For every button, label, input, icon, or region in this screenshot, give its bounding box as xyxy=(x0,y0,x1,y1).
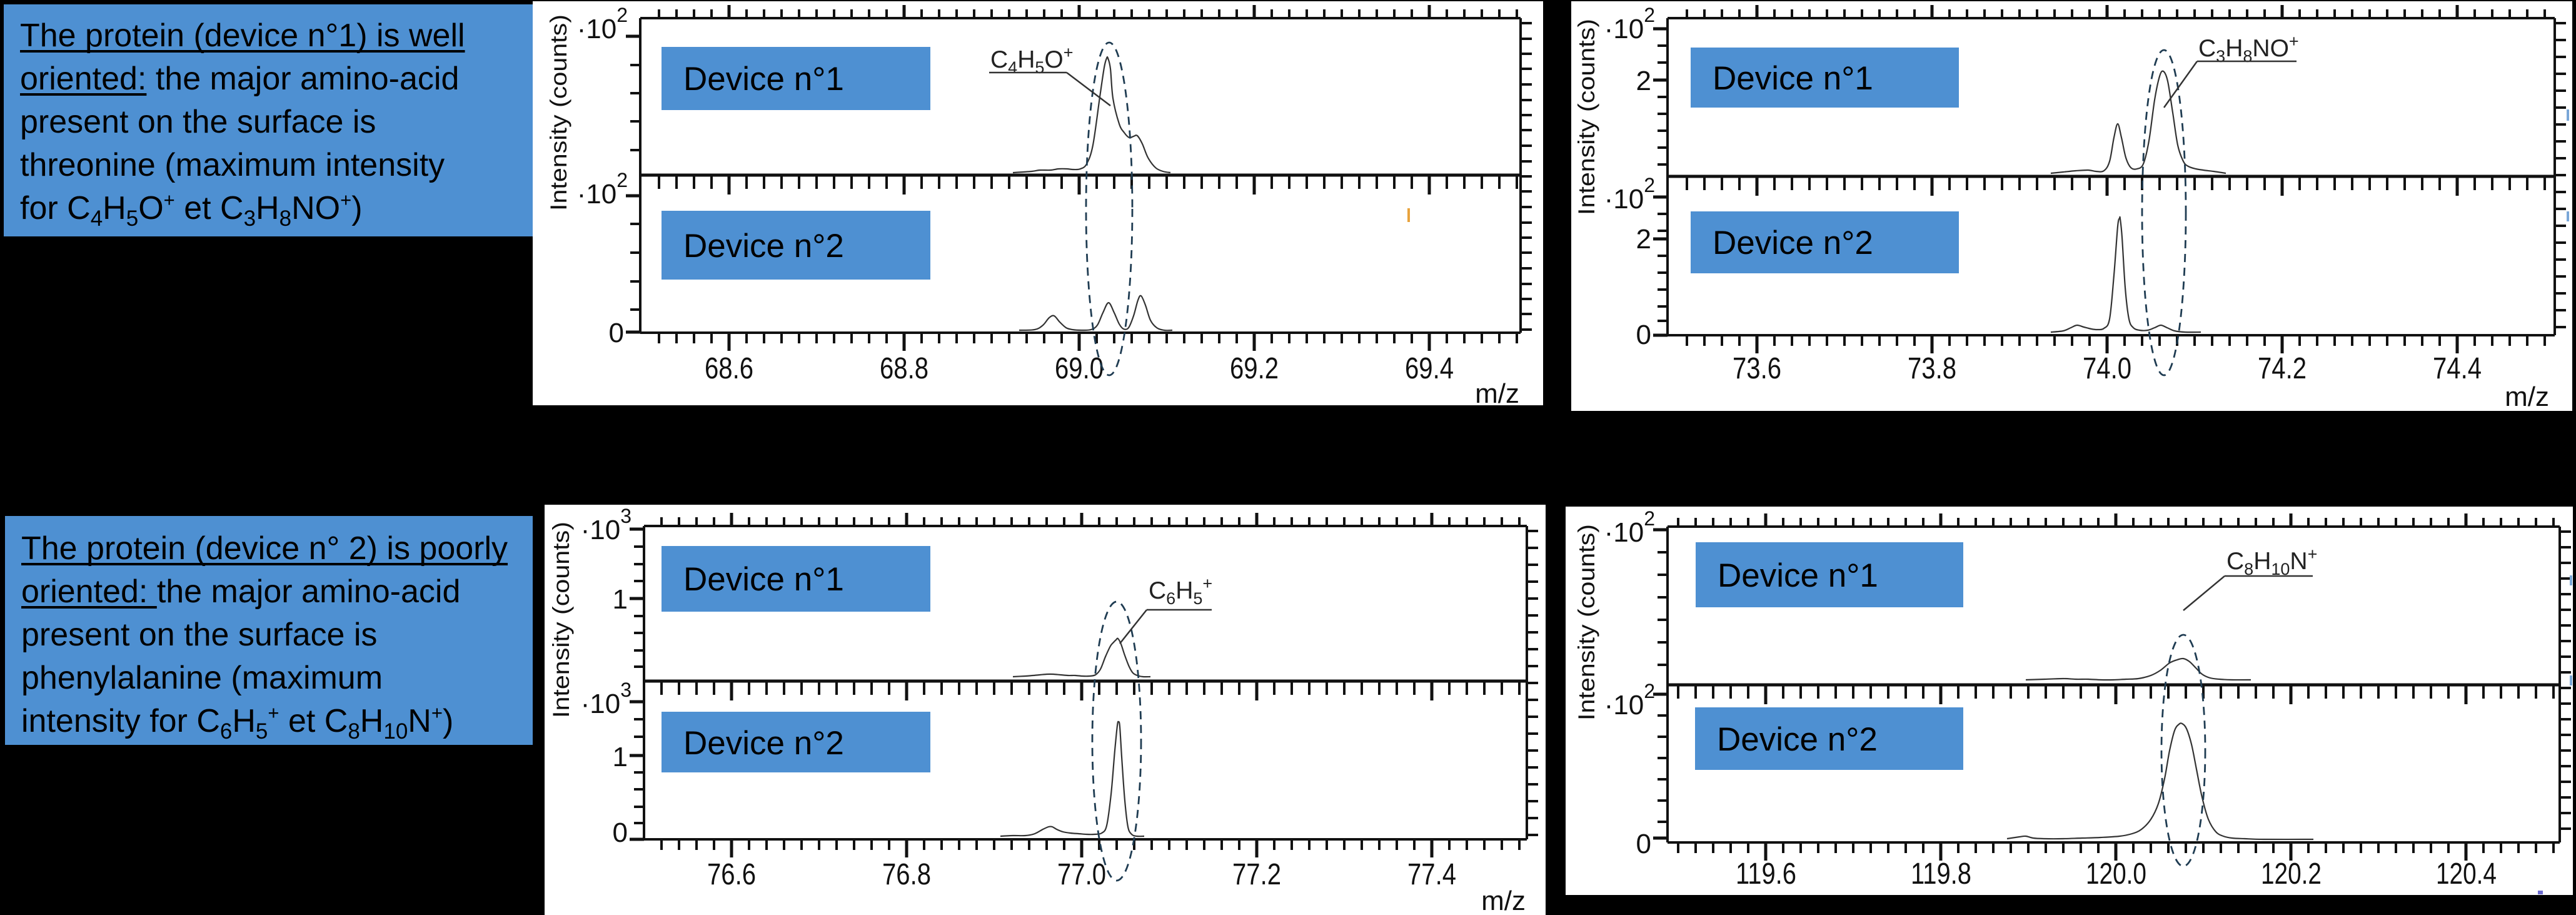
svg-text:Device n°2: Device n°2 xyxy=(683,228,844,265)
svg-text:120.0: 120.0 xyxy=(2086,857,2146,891)
svg-text:76.6: 76.6 xyxy=(707,858,756,891)
svg-text:0: 0 xyxy=(609,318,624,348)
svg-text:C4H5O+: C4H5O+ xyxy=(990,43,1074,77)
svg-text:119.6: 119.6 xyxy=(1736,857,1796,891)
svg-text:m/z: m/z xyxy=(2505,382,2549,412)
svg-text:0: 0 xyxy=(1636,320,1651,350)
svg-text:74.2: 74.2 xyxy=(2258,352,2307,385)
svg-text:76.8: 76.8 xyxy=(882,858,931,891)
svg-text:Device n°2: Device n°2 xyxy=(1713,225,1873,261)
svg-text:74.0: 74.0 xyxy=(2083,352,2131,385)
svg-text:0: 0 xyxy=(613,817,628,848)
svg-text:Device n°1: Device n°1 xyxy=(683,561,844,598)
svg-text:69.2: 69.2 xyxy=(1230,352,1279,385)
svg-text:120.2: 120.2 xyxy=(2261,857,2322,891)
svg-text:77.2: 77.2 xyxy=(1232,858,1281,891)
svg-text:69.0: 69.0 xyxy=(1055,352,1104,385)
svg-text:69.4: 69.4 xyxy=(1405,352,1454,385)
svg-text:77.0: 77.0 xyxy=(1057,858,1106,891)
svg-text:119.8: 119.8 xyxy=(1911,857,1971,891)
svg-text:1: 1 xyxy=(613,742,628,772)
svg-text:Intensity (counts): Intensity (counts) xyxy=(1574,524,1599,720)
svg-text:m/z: m/z xyxy=(1475,378,1519,409)
svg-text:68.8: 68.8 xyxy=(880,352,928,385)
svg-text:2: 2 xyxy=(1636,66,1651,96)
svg-text:Device n°1: Device n°1 xyxy=(1713,60,1873,97)
svg-text:C6H5+: C6H5+ xyxy=(1149,574,1212,608)
svg-text:2: 2 xyxy=(1636,224,1651,255)
svg-text:120.4: 120.4 xyxy=(2436,857,2497,891)
svg-text:Device n°1: Device n°1 xyxy=(1718,557,1878,594)
svg-text:74.4: 74.4 xyxy=(2433,352,2482,385)
svg-text:Device n°2: Device n°2 xyxy=(683,725,844,762)
svg-text:1: 1 xyxy=(613,584,628,615)
svg-text:C3H8NO+: C3H8NO+ xyxy=(2198,32,2299,66)
svg-text:Device n°2: Device n°2 xyxy=(1717,721,1878,758)
svg-text:68.6: 68.6 xyxy=(705,352,753,385)
svg-text:Intensity (counts): Intensity (counts) xyxy=(546,14,571,211)
svg-text:Device n°1: Device n°1 xyxy=(683,61,844,98)
svg-text:73.6: 73.6 xyxy=(1733,352,1781,385)
svg-text:Intensity (counts): Intensity (counts) xyxy=(548,522,574,718)
svg-text:73.8: 73.8 xyxy=(1908,352,1956,385)
svg-text:0: 0 xyxy=(1636,829,1651,859)
svg-text:C8H10N+: C8H10N+ xyxy=(2226,545,2317,579)
svg-text:77.4: 77.4 xyxy=(1407,858,1456,891)
svg-text:Intensity (counts): Intensity (counts) xyxy=(1574,19,1599,215)
svg-text:m/z: m/z xyxy=(1481,886,1526,915)
